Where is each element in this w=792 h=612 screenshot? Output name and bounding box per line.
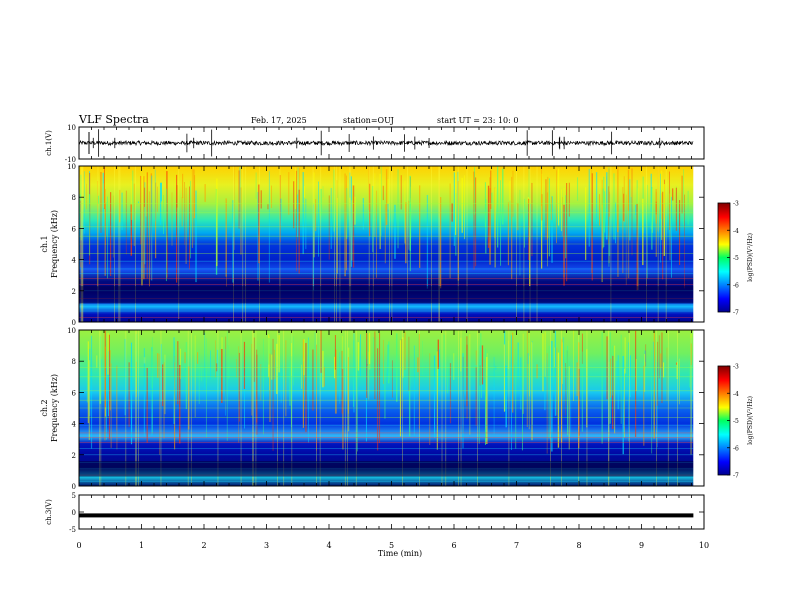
start-time-label: start UT = 23: 10: 0: [437, 116, 518, 125]
x-tick-label: 3: [264, 541, 269, 550]
ch1-waveform-line: [78, 139, 694, 147]
y-tick-label: -5: [69, 526, 76, 534]
y-tick-label: 4: [72, 257, 77, 265]
colorbar-ch1: -3 -4 -5 -6 -7 log(PSD)(V²/Hz): [717, 201, 754, 317]
y-tick-label: -10: [65, 156, 76, 164]
panel-frame: [78, 494, 705, 530]
x-tick-label: 0: [76, 541, 81, 550]
station-label: station=OUJ: [343, 116, 394, 125]
low-power-band: [79, 286, 694, 304]
colorbar-tick-label: -4: [733, 391, 739, 398]
y-tick-label: 0: [72, 319, 76, 327]
colorbar-ch2: -3 -4 -5 -6 -7 log(PSD)(V²/Hz): [717, 364, 754, 480]
y-tick-label: 5: [72, 492, 76, 500]
y-axis-label-channel: ch.2: [40, 399, 49, 416]
y-axis-label: Frequency (kHz): [50, 210, 59, 278]
y-tick-label: 6: [72, 225, 77, 233]
no-data-region: [693, 330, 704, 486]
y-tick-label: 6: [72, 389, 77, 397]
colorbar-label: log(PSD)(V²/Hz): [747, 233, 754, 282]
colorbar-tick-label: -3: [733, 364, 739, 371]
figure-title: VLF Spectra: [78, 113, 149, 126]
x-axis-label: Time (min): [378, 549, 422, 558]
ch3-waveform-line: [79, 513, 694, 518]
x-tick-label: 6: [451, 541, 456, 550]
x-tick-label: 7: [514, 541, 519, 550]
ch1-spectrogram-panel: 0 2 4 6 8 10 ch.1 Frequency (kHz): [40, 163, 705, 327]
x-tick-label: 1: [139, 541, 144, 550]
x-tick-labels: 0 1 2 3 4 5 6 7 8 9 10: [76, 541, 709, 550]
y-tick-label: 10: [67, 327, 76, 335]
panel-frame: [78, 165, 705, 323]
ch3-waveform-panel: 5 0 -5 ch.3(V): [45, 492, 705, 534]
panel-frame: [78, 126, 705, 160]
colorbar-tick-label: -7: [733, 473, 739, 480]
x-tick-label: 5: [389, 541, 394, 550]
no-data-region: [693, 166, 704, 322]
colorbar-tick-label: -6: [733, 282, 739, 289]
colorbar-label: log(PSD)(V²/Hz): [747, 396, 754, 445]
y-tick-label: 10: [67, 124, 76, 132]
panel-frame: [78, 329, 705, 487]
y-axis-label: ch.3(V): [45, 499, 53, 525]
colorbar-tick-label: -4: [733, 228, 739, 235]
x-tick-label: 9: [639, 541, 644, 550]
low-power-band: [79, 461, 694, 477]
colorbar-tick-label: -5: [733, 255, 739, 262]
x-tick-label: 10: [699, 541, 709, 550]
y-axis-label: Frequency (kHz): [50, 374, 59, 442]
y-tick-label: 8: [72, 358, 76, 366]
y-tick-label: 2: [72, 452, 76, 460]
y-tick-label: 0: [72, 509, 76, 517]
y-tick-label: 10: [67, 163, 76, 171]
colorbar-tick-label: -3: [733, 201, 739, 208]
x-tick-label: 4: [326, 541, 331, 550]
y-axis-label: ch.1(V): [45, 130, 53, 156]
ch2-spectrogram-panel: 0 2 4 6 8 10 ch.2 Frequency (kHz): [40, 327, 705, 491]
colorbar-tick-label: -7: [733, 310, 739, 317]
y-tick-label: 2: [72, 288, 76, 296]
y-axis-label-channel: ch.1: [40, 235, 49, 252]
colorbar-tick-label: -6: [733, 445, 739, 452]
y-tick-label: 8: [72, 194, 76, 202]
ch1-waveform-panel: 10 -10 ch.1(V): [45, 124, 705, 164]
x-tick-label: 8: [576, 541, 581, 550]
y-tick-label: 0: [72, 483, 76, 491]
colorbar-tick-label: -5: [733, 418, 739, 425]
x-tick-label: 2: [201, 541, 206, 550]
date-label: Feb. 17, 2025: [251, 116, 307, 125]
y-tick-label: 4: [72, 421, 77, 429]
